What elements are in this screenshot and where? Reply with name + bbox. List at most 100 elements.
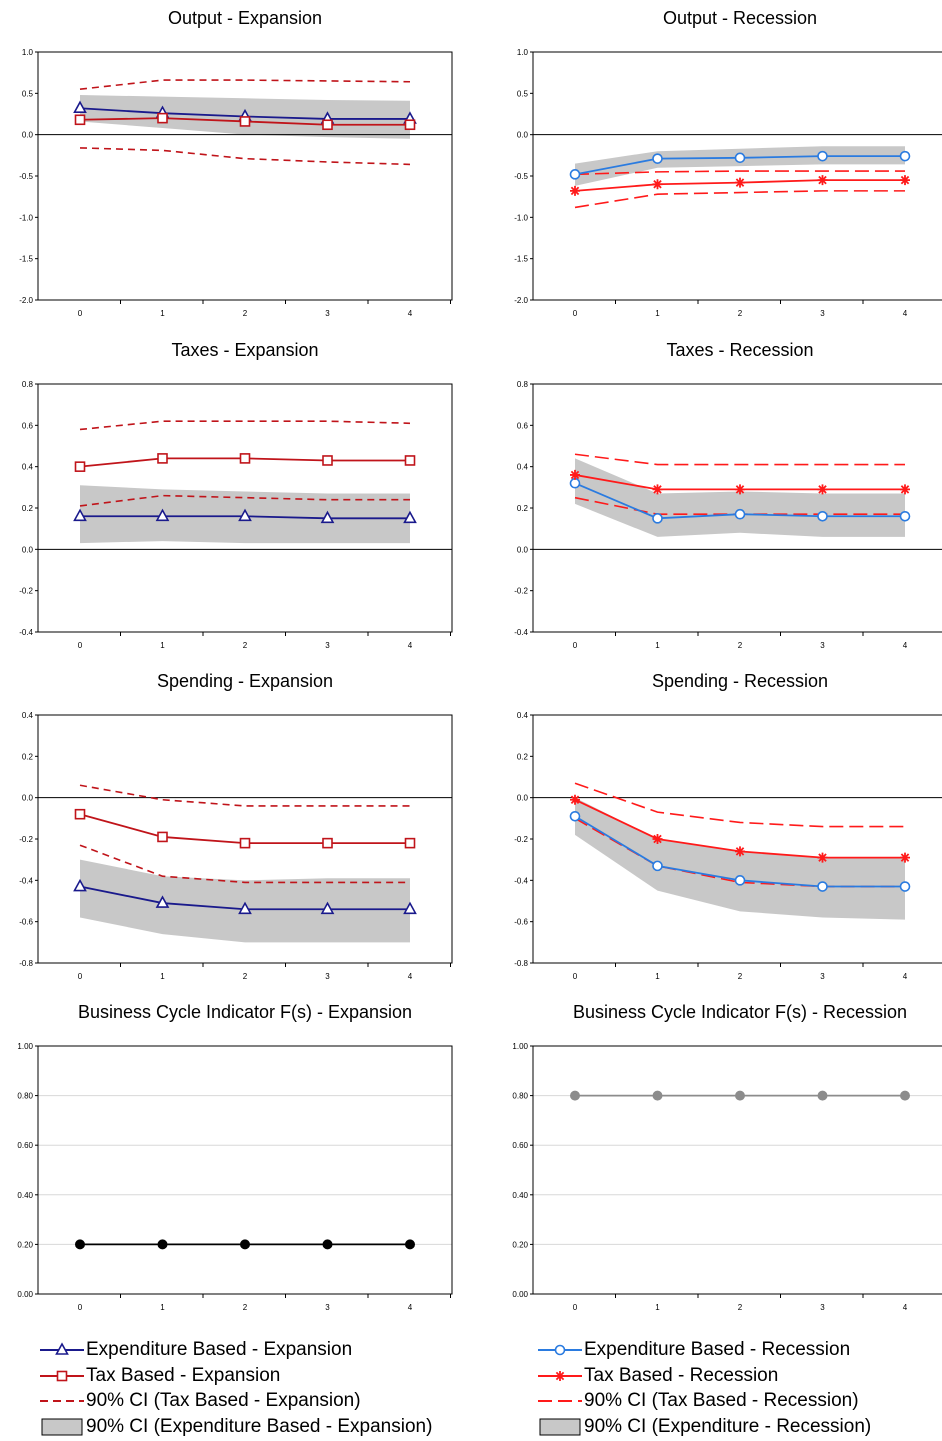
triangle-marker <box>320 901 335 915</box>
y-tick-label: -0.8 <box>514 959 528 968</box>
y-tick-label: -1.0 <box>19 213 33 222</box>
y-tick-label: 0.4 <box>517 463 529 472</box>
chart-panel: Taxes - Recession 0.8 0.6 0.4 0.2 0.0 -0.2 -0.4… <box>514 340 942 650</box>
dot-marker <box>157 1239 168 1250</box>
star-marker <box>817 175 828 186</box>
square-marker <box>239 837 251 849</box>
chart-panel: Output - Expansion 1.0 0.5 0.0 -0.5 -1.0 -1.5 -… <box>19 8 453 318</box>
y-tick-label: -0.6 <box>19 918 33 927</box>
ci-line <box>79 784 410 807</box>
legend-symbol <box>538 1400 582 1402</box>
square-marker <box>404 119 416 131</box>
chart-title: Output - Expansion <box>168 8 322 28</box>
ci-band <box>575 458 905 537</box>
square-marker <box>74 808 86 820</box>
dot-marker <box>75 1239 85 1250</box>
chart-panel: Business Cycle Indicator F(s) - Recessio… <box>512 1002 942 1312</box>
y-tick-label: 0.00 <box>512 1290 528 1299</box>
star-marker <box>570 794 580 805</box>
y-tick-label: 1.00 <box>17 1042 33 1051</box>
triangle-marker <box>155 895 170 908</box>
ci-line <box>574 782 905 828</box>
dot-marker <box>735 1090 745 1101</box>
x-tick-label: 4 <box>408 309 413 318</box>
y-tick-label: -0.2 <box>514 587 528 596</box>
y-tick-label: 1.0 <box>517 48 529 57</box>
star-marker <box>817 852 828 863</box>
triangle-marker <box>238 901 252 915</box>
chart-title: Business Cycle Indicator F(s) - Recessio… <box>573 1002 907 1022</box>
star-marker <box>735 846 745 857</box>
x-tick-label: 0 <box>78 972 83 981</box>
circle-marker <box>652 513 663 524</box>
chart-panel: Spending - Recession 0.4 0.2 0.0 -0.2 -0.4 -0.… <box>514 671 942 981</box>
legend-symbol <box>40 1370 84 1381</box>
legend-label: Tax Based - Recession <box>584 1364 779 1386</box>
y-tick-label: -0.5 <box>514 172 528 181</box>
star-marker <box>652 834 663 844</box>
circle-marker <box>817 510 828 522</box>
y-tick-label: 0.0 <box>22 545 34 554</box>
star-marker <box>900 852 910 863</box>
y-tick-label: 0.2 <box>517 504 529 513</box>
x-tick-label: 0 <box>573 1303 578 1312</box>
y-tick-label: -2.0 <box>19 296 33 305</box>
star-marker <box>570 185 580 196</box>
chart-title: Taxes - Recession <box>666 340 813 360</box>
y-tick-label: 1.0 <box>22 48 34 57</box>
star-marker <box>900 484 910 495</box>
star-marker <box>735 484 745 495</box>
legend-symbol <box>40 1342 84 1355</box>
y-tick-label: 0.8 <box>517 380 529 389</box>
x-tick-label: 4 <box>408 641 413 650</box>
plot-frame <box>37 1045 453 1295</box>
x-tick-label: 0 <box>573 972 578 981</box>
ci-line <box>79 79 411 90</box>
circle-marker <box>899 150 911 162</box>
y-tick-label: 0.5 <box>517 89 529 98</box>
triangle-marker <box>403 510 417 524</box>
triangle-marker <box>238 508 252 522</box>
x-tick-label: 2 <box>738 641 743 650</box>
circle-marker <box>899 881 911 892</box>
y-tick-label: -0.4 <box>514 628 528 637</box>
y-tick-label: -0.6 <box>514 918 528 927</box>
ci-line <box>574 453 905 466</box>
y-tick-label: 0.0 <box>22 794 34 803</box>
triangle-marker <box>320 510 335 524</box>
dot-marker <box>817 1090 828 1101</box>
y-tick-label: 0.6 <box>517 421 529 430</box>
dot-marker <box>322 1239 333 1250</box>
star-marker <box>652 484 663 495</box>
circle-marker <box>734 875 746 886</box>
x-tick-label: 2 <box>738 1303 743 1312</box>
ci-band <box>80 859 410 943</box>
legend-label: 90% CI (Tax Based - Expansion) <box>86 1390 361 1411</box>
triangle-marker <box>155 508 170 522</box>
y-tick-label: -2.0 <box>514 296 528 305</box>
dot-marker <box>900 1090 910 1101</box>
dot-marker <box>240 1239 250 1250</box>
x-tick-label: 4 <box>903 972 908 981</box>
y-tick-label: 0.20 <box>512 1240 528 1249</box>
y-tick-label: -0.4 <box>514 876 528 885</box>
square-marker <box>74 114 86 126</box>
square-marker <box>239 116 251 127</box>
x-tick-label: 1 <box>160 641 165 650</box>
triangle-marker <box>73 508 87 522</box>
circle-marker <box>734 508 746 520</box>
x-tick-label: 3 <box>820 1303 825 1312</box>
chart-panel: Business Cycle Indicator F(s) - Expansio… <box>17 1002 453 1312</box>
star-marker <box>817 484 828 495</box>
y-tick-label: -0.5 <box>19 172 33 181</box>
x-tick-label: 1 <box>160 309 165 318</box>
x-tick-label: 3 <box>325 641 330 650</box>
circle-marker <box>569 810 581 822</box>
y-tick-label: 0.2 <box>22 752 34 761</box>
chart-title: Output - Recession <box>663 8 817 28</box>
x-tick-label: 1 <box>160 972 165 981</box>
y-tick-label: 0.4 <box>22 463 34 472</box>
x-tick-label: 1 <box>655 309 660 318</box>
ci-line <box>574 190 905 209</box>
x-tick-label: 4 <box>903 309 908 318</box>
